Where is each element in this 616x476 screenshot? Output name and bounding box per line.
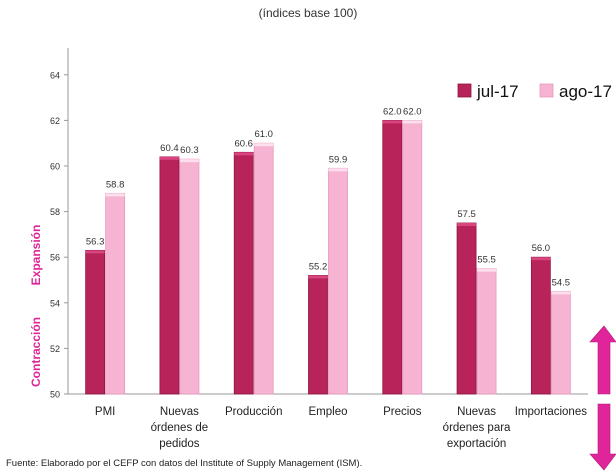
data-label: 55.2 (309, 261, 328, 272)
up-arrow-icon (589, 325, 616, 395)
chart-subtitle: (índices base 100) (258, 6, 358, 20)
y-tick-label: 56 (50, 253, 60, 263)
x-tick-label: Empleo (309, 406, 348, 418)
bar-top-highlight (254, 143, 274, 147)
data-label: 55.5 (477, 255, 496, 266)
legend-swatch (539, 83, 554, 98)
bar-top-highlight (457, 223, 477, 226)
x-tick-label: PMI (95, 406, 115, 418)
bar-top-highlight (382, 120, 402, 124)
bar-ago (402, 120, 423, 395)
data-label: 61.0 (254, 129, 273, 140)
bar-top-highlight (234, 152, 254, 156)
expansion-label: Expansión (29, 225, 43, 286)
y-tick-label: 52 (50, 344, 60, 354)
y-tick-label: 50 (50, 390, 60, 400)
contraction-label: Contracción (29, 317, 43, 387)
data-label: 57.5 (457, 209, 476, 220)
bar-ago (179, 158, 200, 395)
x-tick-label: Importaciones (515, 406, 587, 418)
bar-jul (530, 256, 551, 395)
data-label: 58.8 (106, 179, 125, 190)
data-label: 54.5 (552, 277, 571, 288)
bar-top-highlight (159, 156, 179, 160)
bar-ago (105, 192, 126, 395)
bar-top-highlight (402, 120, 422, 124)
bar-jul (456, 222, 477, 395)
bar-top-highlight (85, 250, 105, 254)
x-tick-label: órdenes para (443, 422, 511, 434)
bar-ago (253, 142, 274, 395)
x-tick-label: órdenes de (151, 422, 209, 434)
data-label: 56.3 (86, 236, 105, 247)
legend-label: ago-17 (559, 82, 612, 101)
legend-label: jul-17 (476, 82, 519, 101)
y-tick-label: 58 (50, 207, 60, 217)
x-tick-label: Producción (225, 406, 283, 418)
x-tick-label: pedidos (159, 438, 200, 450)
data-label: 60.3 (180, 145, 199, 156)
down-arrow-icon (589, 403, 616, 471)
bar-ago (476, 268, 497, 395)
y-tick-label: 54 (50, 298, 60, 308)
bar-jul (85, 249, 106, 395)
data-label: 62.0 (403, 106, 422, 117)
data-label: 60.4 (160, 143, 179, 154)
legend-swatch (457, 83, 472, 98)
bar-ago (550, 290, 571, 395)
bar-top-highlight (328, 168, 348, 172)
y-tick-label: 62 (50, 116, 60, 126)
x-tick-label: Precios (383, 406, 422, 418)
data-label: 62.0 (383, 106, 402, 117)
bar-top-highlight (308, 275, 328, 279)
bar-jul (233, 151, 254, 395)
x-tick-label: Nuevas (457, 406, 496, 418)
bar-jul (308, 275, 328, 395)
data-label: 60.6 (234, 138, 253, 149)
bar-top-highlight (477, 268, 497, 272)
y-tick-label: 60 (50, 162, 60, 172)
bar-top-highlight (179, 159, 199, 163)
source-note: Fuente: Elaborado por el CEFP con datos … (6, 458, 363, 469)
x-tick-label: Nuevas (160, 406, 199, 418)
bar-top-highlight (551, 291, 571, 295)
bar-jul (159, 156, 180, 395)
bar-ago (328, 167, 348, 395)
data-label: 56.0 (532, 243, 551, 254)
bar-jul (382, 120, 403, 395)
bar-top-highlight (105, 193, 125, 197)
data-label: 59.9 (329, 154, 348, 165)
y-tick-label: 64 (50, 70, 60, 80)
x-tick-label: exportación (447, 438, 506, 450)
bar-top-highlight (531, 257, 551, 261)
